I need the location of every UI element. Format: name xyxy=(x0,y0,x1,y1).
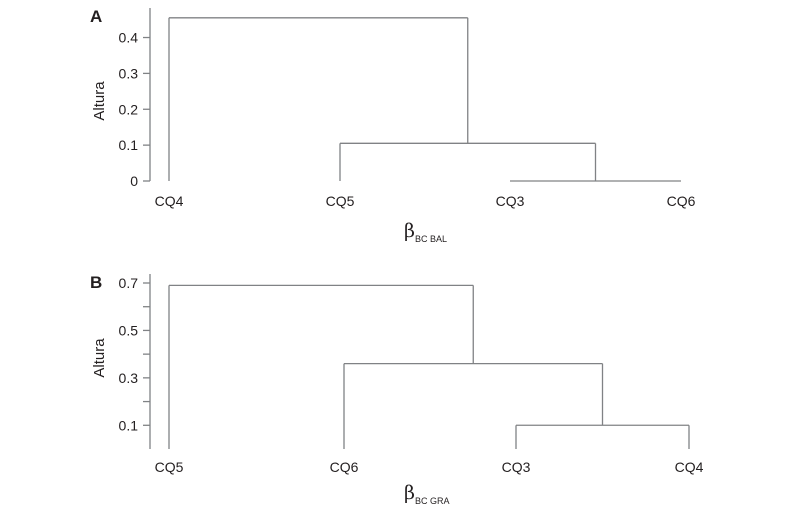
panel-b-x-axis-title: βBC GRA xyxy=(404,482,450,506)
panel-b-y-tick-label: 0.1 xyxy=(119,417,139,433)
panel-b-y-tick-label: 0.3 xyxy=(119,370,139,386)
panel-a-x-axis-symbol: β xyxy=(404,220,415,242)
panel-a-y-tick-label: 0.3 xyxy=(119,65,139,81)
panel-b-leaf-label-cq5: CQ5 xyxy=(155,459,184,475)
panel-a: A Altura βBC BAL 0 0.1 0.2 0.3 0.4 CQ4 CQ5 CQ3 C… xyxy=(90,7,696,244)
panel-a-leaf-label-cq5: CQ5 xyxy=(326,193,355,209)
panel-a-y-tick-label: 0.1 xyxy=(119,137,139,153)
panel-b-x-axis-symbol: β xyxy=(404,482,415,504)
panel-b-x-axis-subscript: BC GRA xyxy=(415,496,450,506)
panel-a-y-tick-label: 0.2 xyxy=(119,101,139,117)
panel-a-leaf-label-cq3: CQ3 xyxy=(496,193,525,209)
panel-b-leaf-label-cq3: CQ3 xyxy=(502,459,531,475)
panel-b-label: B xyxy=(90,273,102,292)
panel-b-leaf-label-cq4: CQ4 xyxy=(675,459,704,475)
panel-b-y-axis-title: Altura xyxy=(91,338,108,378)
panel-b-y-tick-label: 0.7 xyxy=(119,275,139,291)
panel-a-y-tick-label: 0 xyxy=(130,173,138,189)
panel-a-x-axis-title: βBC BAL xyxy=(404,220,447,244)
panel-b-leaf-label-cq6: CQ6 xyxy=(330,459,359,475)
panel-a-leaf-label-cq6: CQ6 xyxy=(667,193,696,209)
panel-a-y-axis-title: Altura xyxy=(91,81,108,121)
panel-a-x-axis-subscript: BC BAL xyxy=(415,234,447,244)
panel-a-label: A xyxy=(90,7,102,26)
panel-b-y-tick-label: 0.5 xyxy=(119,322,139,338)
panel-a-y-tick-label: 0.4 xyxy=(119,30,139,46)
panel-a-leaf-label-cq4: CQ4 xyxy=(155,193,184,209)
panel-b: B Altura βBC GRA 0.1 0.3 0.5 0.7 CQ5 CQ6 CQ3 CQ… xyxy=(90,273,704,506)
